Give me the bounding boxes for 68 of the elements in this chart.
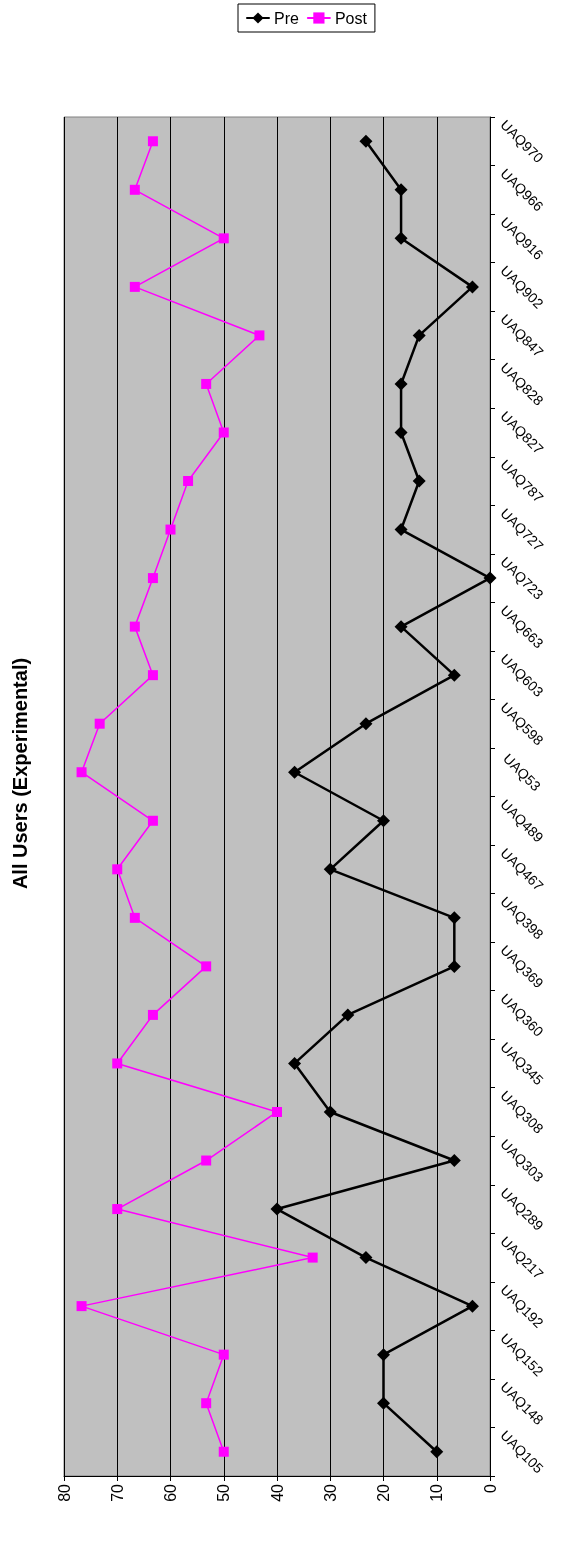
point [270,1202,284,1216]
point [377,814,390,828]
x-tick-label: 20 [375,1483,392,1502]
point [201,378,212,389]
point [394,183,408,197]
point [307,1252,318,1263]
point [218,427,229,438]
x-tick-label: 10 [428,1483,446,1502]
point [394,523,408,537]
point [201,1398,212,1409]
point [447,911,461,925]
legend-label: Pre [274,9,299,27]
point [272,1106,282,1117]
point [112,864,123,875]
x-tick-label: 0 [481,1483,499,1493]
point [447,959,461,973]
x-tick-label: 60 [162,1483,179,1502]
point [147,136,158,147]
point [129,281,140,292]
point [254,330,265,341]
x-tick-label: 40 [268,1483,286,1502]
point [447,668,461,682]
point [341,1008,355,1022]
point [412,328,426,342]
point [465,1299,479,1313]
point [483,571,497,585]
point [183,476,194,487]
point [165,524,176,535]
point [394,377,408,391]
point [112,1058,123,1069]
point [430,1445,444,1459]
point [147,573,158,584]
point [147,1009,158,1020]
point [147,670,158,681]
point [129,912,140,923]
point [129,184,140,195]
point [288,1056,302,1070]
point [394,620,408,634]
point [359,134,373,148]
point [201,961,212,972]
point [359,1251,373,1265]
point [377,1396,390,1410]
point [76,767,87,778]
point [447,1154,461,1168]
point [94,718,105,729]
point [323,862,337,876]
point [394,425,408,439]
point [359,717,373,731]
point [76,1301,87,1312]
x-tick-label: 30 [321,1483,339,1502]
point [377,1348,390,1362]
point [201,1155,212,1166]
point [218,1349,229,1360]
point [218,1446,229,1457]
point [112,1204,123,1215]
x-tick-label: 70 [108,1483,126,1502]
point [218,233,229,244]
text: All Users (Experimental) [9,657,31,890]
x-tick-label: 50 [215,1483,233,1502]
point [465,280,479,294]
point [147,815,158,826]
point [129,621,140,632]
point [412,474,426,488]
x-tick-label: 80 [55,1483,73,1502]
point [394,231,408,245]
point [288,765,302,779]
legend-label: Post [334,9,368,27]
point [323,1105,337,1119]
